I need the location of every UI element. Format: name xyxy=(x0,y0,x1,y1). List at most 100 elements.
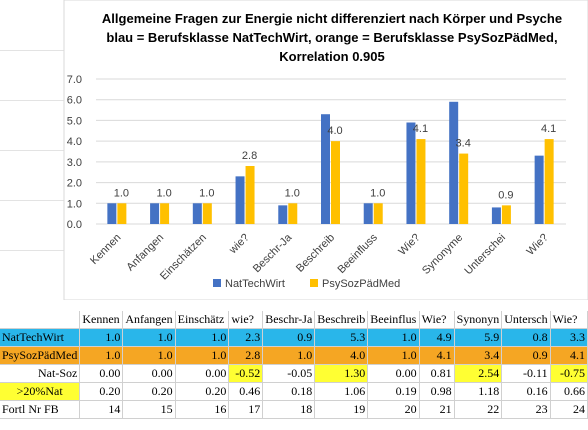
table-cell[interactable]: 1.0 xyxy=(79,346,124,365)
table-header-cell[interactable]: wie? xyxy=(228,311,264,329)
table-cell[interactable]: -0.11 xyxy=(501,364,551,383)
table-cell[interactable]: 4.1 xyxy=(419,346,455,365)
table-cell[interactable]: 18 xyxy=(262,400,316,419)
table-cell[interactable]: 0.98 xyxy=(419,382,455,401)
table-cell[interactable]: 1.0 xyxy=(122,328,176,347)
table-cell[interactable]: 19 xyxy=(314,400,369,419)
row-label[interactable]: >20%Nat xyxy=(0,382,81,401)
table-cell[interactable]: 0.46 xyxy=(228,382,264,401)
bar-nattechwirt xyxy=(491,207,501,224)
row-label[interactable]: PsySozPädMed xyxy=(0,346,81,365)
table-cell[interactable]: 1.06 xyxy=(314,382,369,401)
bar-nattechwirt xyxy=(363,203,373,224)
table-cell[interactable]: -0.52 xyxy=(228,364,264,383)
bar-nattechwirt xyxy=(235,176,245,224)
table-header-cell[interactable]: Anfangen xyxy=(122,311,176,329)
chart-title: Allgemeine Fragen zur Energie nicht diff… xyxy=(102,11,562,26)
table-cell[interactable]: -0.75 xyxy=(550,364,588,383)
table-header-cell[interactable]: Beschreib xyxy=(314,311,369,329)
data-table-area: Kennen Anfangen Einschätz wie? Beschr-Ja Besc… xyxy=(0,311,588,419)
table-cell[interactable]: 1.0 xyxy=(262,346,316,365)
table-cell[interactable]: 1.0 xyxy=(79,328,124,347)
table-cell[interactable]: 1.0 xyxy=(175,346,230,365)
table-cell[interactable]: 1.0 xyxy=(367,328,420,347)
table-cell[interactable]: 5.9 xyxy=(454,328,503,347)
row-label[interactable]: Fortl Nr FB xyxy=(0,400,81,419)
row-label[interactable]: NatTechWirt xyxy=(0,328,81,347)
table-cell[interactable]: 0.20 xyxy=(175,382,230,401)
table-header-cell[interactable]: Beschr-Ja xyxy=(262,311,316,329)
y-tick-label: 1.0 xyxy=(67,198,82,210)
table-cell[interactable]: 0.9 xyxy=(501,346,551,365)
table-header-cell[interactable]: Kennen xyxy=(79,311,124,329)
bar-psysozpaedmed xyxy=(245,166,255,224)
table-cell[interactable]: 0.00 xyxy=(122,364,176,383)
y-tick-label: 4.0 xyxy=(67,136,82,148)
table-cell[interactable]: 1.18 xyxy=(454,382,503,401)
table-cell[interactable]: 0.19 xyxy=(367,382,420,401)
bar-nattechwirt xyxy=(534,155,544,224)
table-cell[interactable]: 21 xyxy=(419,400,455,419)
table-cell[interactable]: 0.00 xyxy=(367,364,420,383)
table-cell[interactable]: 23 xyxy=(501,400,551,419)
bar-psysozpaedmed xyxy=(501,205,511,224)
data-label: 4.0 xyxy=(327,125,342,137)
bar-psysozpaedmed xyxy=(544,139,554,224)
table-cell[interactable]: 17 xyxy=(228,400,264,419)
table-row: Fortl Nr FB 14 15 16 17 18 19 20 21 22 23 24 xyxy=(0,400,588,419)
bar-nattechwirt xyxy=(278,205,288,224)
table-cell[interactable]: 20 xyxy=(367,400,420,419)
table-header-cell[interactable]: Wie? xyxy=(419,311,455,329)
table-cell[interactable]: 2.54 xyxy=(454,364,503,383)
table-cell[interactable]: 0.20 xyxy=(79,382,124,401)
table-cell[interactable]: 0.00 xyxy=(175,364,230,383)
table-cell[interactable]: 0.8 xyxy=(501,328,551,347)
table-cell[interactable]: 2.8 xyxy=(228,346,264,365)
table-cell[interactable]: 1.0 xyxy=(122,346,176,365)
table-cell[interactable]: 24 xyxy=(550,400,588,419)
table-cell[interactable]: 14 xyxy=(79,400,124,419)
table-cell[interactable]: 4.0 xyxy=(314,346,369,365)
data-label: 1.0 xyxy=(199,187,214,199)
bar-psysozpaedmed xyxy=(202,203,212,224)
table-cell[interactable]: 22 xyxy=(454,400,503,419)
table-cell[interactable]: 4.1 xyxy=(550,346,588,365)
table-cell[interactable]: 4.9 xyxy=(419,328,455,347)
bar-chart: Allgemeine Fragen zur Energie nicht diff… xyxy=(63,0,588,300)
legend-label-nattechwirt: NatTechWirt xyxy=(225,278,285,290)
table-header-cell[interactable]: Einschätz xyxy=(175,311,230,329)
table-cell[interactable]: 1.0 xyxy=(367,346,420,365)
table-header-cell[interactable]: Beeinflus xyxy=(367,311,420,329)
table-cell[interactable]: 16 xyxy=(175,400,230,419)
y-tick-label: 3.0 xyxy=(67,157,82,169)
table-cell[interactable]: 2.3 xyxy=(228,328,264,347)
table-cell[interactable]: 1.0 xyxy=(175,328,230,347)
table-header-cell[interactable]: Wie? xyxy=(550,311,588,329)
bar-psysozpaedmed xyxy=(331,141,340,224)
table-header-cell[interactable]: Untersch xyxy=(501,311,551,329)
legend-swatch-nattechwirt xyxy=(213,279,221,287)
row-label[interactable]: Nat-Soz xyxy=(0,364,81,383)
table-cell[interactable]: 1.30 xyxy=(314,364,369,383)
table-cell[interactable]: 0.66 xyxy=(550,382,588,401)
legend-label-psysozpaedmed: PsySozPädMed xyxy=(322,278,400,290)
table-cell[interactable]: 15 xyxy=(122,400,176,419)
table-cell[interactable]: 0.81 xyxy=(419,364,455,383)
table-cell[interactable]: 0.16 xyxy=(501,382,551,401)
table-cell[interactable]: 0.18 xyxy=(262,382,316,401)
table-cell[interactable]: -0.05 xyxy=(262,364,316,383)
table-cell[interactable]: 5.3 xyxy=(314,328,369,347)
table-cell[interactable]: 0.9 xyxy=(262,328,316,347)
table-cell[interactable]: 0.20 xyxy=(122,382,176,401)
bar-nattechwirt xyxy=(107,203,117,224)
chart-area: Allgemeine Fragen zur Energie nicht diff… xyxy=(0,0,588,300)
table-header-cell[interactable]: Synonyn xyxy=(454,311,503,329)
table-cell[interactable]: 0.00 xyxy=(79,364,124,383)
data-label: 1.0 xyxy=(114,187,129,199)
data-table: Kennen Anfangen Einschätz wie? Beschr-Ja Besc… xyxy=(0,311,588,419)
table-header-cell[interactable] xyxy=(0,311,81,329)
y-tick-label: 7.0 xyxy=(67,74,82,86)
table-cell[interactable]: 3.3 xyxy=(550,328,588,347)
data-label: 1.0 xyxy=(370,187,385,199)
table-cell[interactable]: 3.4 xyxy=(454,346,503,365)
